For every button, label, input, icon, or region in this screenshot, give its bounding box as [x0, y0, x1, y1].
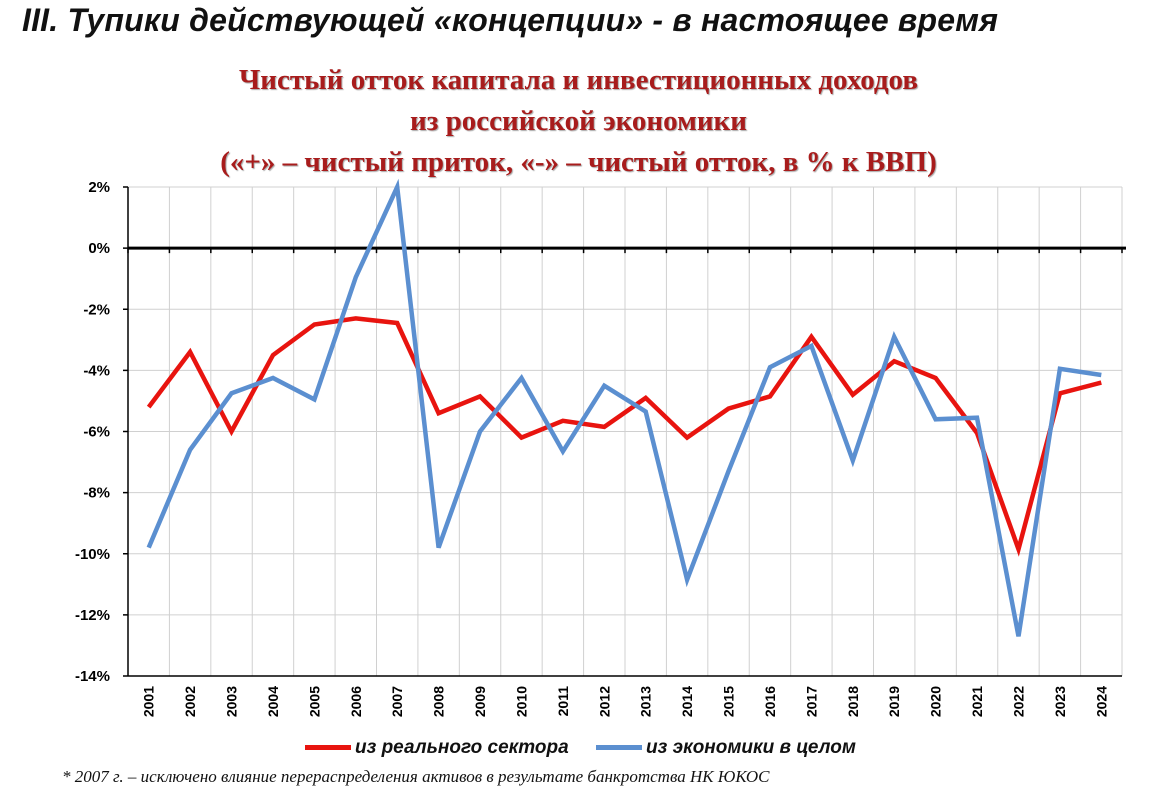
legend-swatch-economy-total [596, 745, 642, 751]
y-tick-label: -10% [75, 546, 110, 563]
slide-title: III. Тупики действующей «концепции» - в … [22, 2, 999, 38]
chart-title-line-2: из российской экономики [410, 105, 747, 137]
x-tick-label: 2008 [431, 686, 447, 717]
x-tick-label: 2004 [265, 686, 281, 717]
y-tick-label: -2% [83, 301, 110, 318]
chart-footnote: * 2007 г. – исключено влияние перераспре… [62, 767, 770, 786]
x-tick-label: 2009 [472, 686, 488, 717]
series-line-1 [146, 316, 1102, 557]
chart-tick-labels: 2% 0% -2% -4% -6% -8% -10% -12% -14% 2001 2002 2003… [75, 179, 1109, 717]
y-tick-label: -6% [83, 424, 110, 441]
x-tick-label: 2020 [928, 686, 944, 717]
y-tick-label: -14% [75, 668, 110, 685]
chart-title: Чистый отток капитала и инвестиционных д… [0, 60, 1157, 183]
x-tick-label: 2003 [224, 686, 240, 717]
legend-label-economy-total: из экономики в целом [646, 737, 856, 758]
x-tick-label: 2015 [721, 686, 737, 717]
series-line-2 [146, 178, 1102, 637]
legend-swatch-real-sector [305, 745, 351, 751]
x-tick-label: 2017 [803, 686, 819, 717]
x-tick-label: 2018 [845, 686, 861, 717]
chart-axes [123, 186, 1126, 677]
x-tick-label: 2019 [886, 686, 902, 717]
x-tick-label: 2014 [679, 686, 695, 717]
x-tick-label: 2022 [1010, 686, 1026, 717]
chart-title-line-3: («+» – чистый приток, «-» – чистый отток… [220, 146, 937, 178]
chart-legend: из реального сектора из экономики в цело… [305, 737, 878, 759]
legend-item-economy-total: из экономики в целом [596, 737, 856, 759]
x-tick-label: 2010 [513, 686, 529, 717]
legend-label-real-sector: из реального сектора [355, 737, 569, 758]
chart-title-line-1: Чистый отток капитала и инвестиционных д… [238, 64, 918, 96]
x-tick-label: 2002 [182, 686, 198, 717]
chart-series [146, 178, 1102, 637]
x-tick-label: 2006 [348, 686, 364, 717]
chart-grid [128, 186, 1123, 677]
x-tick-label: 2024 [1093, 686, 1109, 717]
y-tick-label: -4% [83, 362, 110, 379]
x-tick-label: 2012 [596, 686, 612, 717]
x-tick-label: 2021 [969, 686, 985, 717]
x-tick-label: 2005 [306, 686, 322, 717]
y-tick-label: -12% [75, 607, 110, 624]
x-tick-label: 2007 [389, 686, 405, 717]
x-tick-label: 2023 [1052, 686, 1068, 717]
y-tick-label: -8% [83, 485, 110, 502]
y-tick-label: 2% [88, 179, 110, 196]
x-tick-label: 2001 [141, 686, 157, 717]
x-tick-label: 2011 [555, 686, 571, 717]
x-tick-label: 2016 [762, 686, 778, 717]
x-tick-label: 2013 [638, 686, 654, 717]
legend-item-real-sector: из реального сектора [305, 737, 569, 759]
y-tick-label: 0% [88, 240, 110, 257]
